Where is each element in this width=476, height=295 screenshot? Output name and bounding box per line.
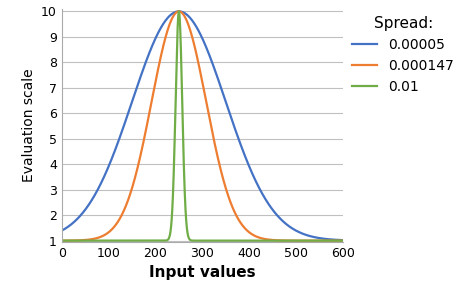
- 0.01: [59, 239, 65, 242]
- 0.00005: [91, 195, 97, 198]
- 0.00005: [304, 233, 310, 237]
- 0.000147: [59, 239, 65, 242]
- 0.000147: [304, 239, 310, 242]
- 0.01: [91, 239, 97, 242]
- Y-axis label: Evaluation scale: Evaluation scale: [21, 68, 36, 182]
- Line: 0.00005: 0.00005: [62, 12, 343, 240]
- 0.00005: [59, 229, 65, 232]
- 0.000147: [179, 11, 185, 14]
- 0.00005: [176, 10, 182, 13]
- 0.000147: [176, 10, 182, 13]
- 0.000147: [340, 239, 346, 242]
- 0.000147: [167, 23, 172, 26]
- 0.01: [108, 239, 113, 242]
- X-axis label: Input values: Input values: [149, 265, 256, 280]
- 0.01: [176, 10, 182, 13]
- 0.01: [304, 239, 310, 242]
- 0.01: [167, 235, 172, 238]
- Line: 0.01: 0.01: [62, 12, 343, 241]
- Legend: 0.00005, 0.000147, 0.01: 0.00005, 0.000147, 0.01: [352, 16, 454, 94]
- 0.01: [340, 239, 346, 242]
- 0.01: [335, 239, 340, 242]
- 0.00005: [108, 160, 113, 163]
- 0.000147: [108, 229, 113, 232]
- Line: 0.000147: 0.000147: [62, 12, 343, 241]
- 0.00005: [335, 238, 340, 242]
- 0.00005: [179, 10, 185, 14]
- 0.000147: [335, 239, 340, 242]
- 0.00005: [167, 14, 172, 18]
- 0.000147: [91, 237, 97, 241]
- 0.00005: [340, 238, 346, 242]
- 0.01: [179, 84, 185, 88]
